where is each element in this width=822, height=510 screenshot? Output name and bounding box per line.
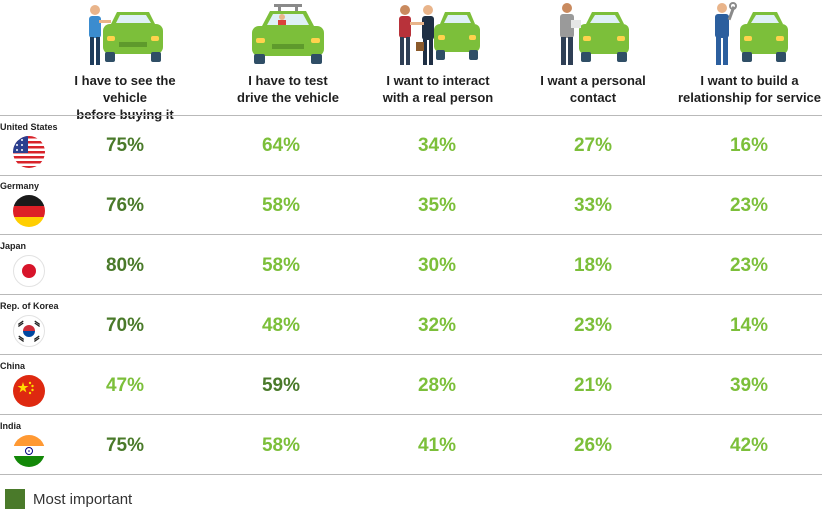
value-cell: 39% bbox=[729, 375, 769, 396]
table-row-korea: Rep. of Korea bbox=[0, 295, 822, 355]
japan-flag-icon bbox=[13, 255, 45, 287]
country-label: United States bbox=[0, 122, 58, 132]
value-cell: 14% bbox=[729, 315, 769, 336]
column-header-line: relationship for service bbox=[677, 90, 822, 105]
column-header-personal-contact: I want a personal contact bbox=[523, 0, 663, 110]
country-label: Rep. of Korea bbox=[0, 301, 59, 311]
value-cell: 75% bbox=[105, 435, 145, 456]
china-flag-icon bbox=[13, 375, 45, 407]
korea-flag-icon bbox=[13, 315, 45, 347]
us-flag-icon bbox=[13, 136, 45, 168]
legend-swatch bbox=[5, 489, 25, 509]
country-label: India bbox=[0, 421, 22, 431]
mechanic-car-icon bbox=[714, 2, 788, 65]
table-row-germany: Germany bbox=[0, 175, 822, 235]
value-cell: 18% bbox=[573, 255, 613, 276]
value-cell: 21% bbox=[573, 375, 613, 396]
car-driver-icon bbox=[252, 4, 324, 64]
value-cell: 64% bbox=[261, 135, 301, 156]
value-cell: 41% bbox=[417, 435, 457, 456]
column-header-line: I want to build a bbox=[700, 73, 799, 88]
india-flag-icon bbox=[13, 435, 45, 467]
value-cell: 32% bbox=[417, 315, 457, 336]
table-row-china: China bbox=[0, 355, 822, 415]
column-header-line: contact bbox=[569, 90, 617, 105]
column-header-line: with a real person bbox=[382, 90, 494, 105]
value-cell: 26% bbox=[573, 435, 613, 456]
value-cell: 58% bbox=[261, 435, 301, 456]
legend: Most important bbox=[5, 489, 132, 509]
value-cell: 28% bbox=[417, 375, 457, 396]
column-header-line: I want a personal bbox=[540, 73, 646, 88]
value-cell: 47% bbox=[105, 375, 145, 396]
value-cell: 35% bbox=[417, 195, 457, 216]
value-cell: 76% bbox=[105, 195, 145, 216]
value-cell: 34% bbox=[417, 135, 457, 156]
value-cell: 23% bbox=[729, 195, 769, 216]
table-row-india: India bbox=[0, 415, 822, 475]
column-header-line: before buying it bbox=[76, 107, 174, 122]
value-cell: 33% bbox=[573, 195, 613, 216]
column-header-line: I want to interact bbox=[386, 73, 490, 88]
value-cell: 75% bbox=[105, 135, 145, 156]
value-cell: 58% bbox=[261, 255, 301, 276]
person-with-car-icon bbox=[89, 5, 163, 65]
value-cell: 27% bbox=[573, 135, 613, 156]
column-header-line: I have to see the vehicle bbox=[74, 73, 176, 105]
column-header-relationship-service: I want to build a relationship for servi… bbox=[677, 0, 822, 110]
value-cell: 70% bbox=[105, 315, 145, 336]
value-cell: 23% bbox=[729, 255, 769, 276]
value-cell: 59% bbox=[261, 375, 301, 396]
handshake-car-icon bbox=[399, 5, 480, 65]
column-header-line: drive the vehicle bbox=[237, 90, 339, 105]
value-cell: 42% bbox=[729, 435, 769, 456]
country-label: Japan bbox=[0, 241, 27, 251]
value-cell: 80% bbox=[105, 255, 145, 276]
value-cell: 58% bbox=[261, 195, 301, 216]
value-cell: 48% bbox=[261, 315, 301, 336]
value-cell: 30% bbox=[417, 255, 457, 276]
germany-flag-icon bbox=[13, 195, 45, 227]
column-header-real-person: I want to interact with a real person bbox=[368, 0, 508, 110]
column-header-test-drive: I have to test drive the vehicle bbox=[218, 0, 358, 110]
country-label: Germany bbox=[0, 181, 40, 191]
country-label: China bbox=[0, 361, 26, 371]
column-header-line: I have to test bbox=[248, 73, 328, 88]
table-row-united-states: United States bbox=[0, 115, 822, 176]
column-header-see-vehicle: I have to see the vehicle before buying … bbox=[55, 0, 195, 122]
table-row-japan: Japan bbox=[0, 235, 822, 295]
salesperson-car-icon bbox=[560, 3, 629, 65]
value-cell: 16% bbox=[729, 135, 769, 156]
value-cell: 23% bbox=[573, 315, 613, 336]
legend-label: Most important bbox=[33, 490, 133, 508]
